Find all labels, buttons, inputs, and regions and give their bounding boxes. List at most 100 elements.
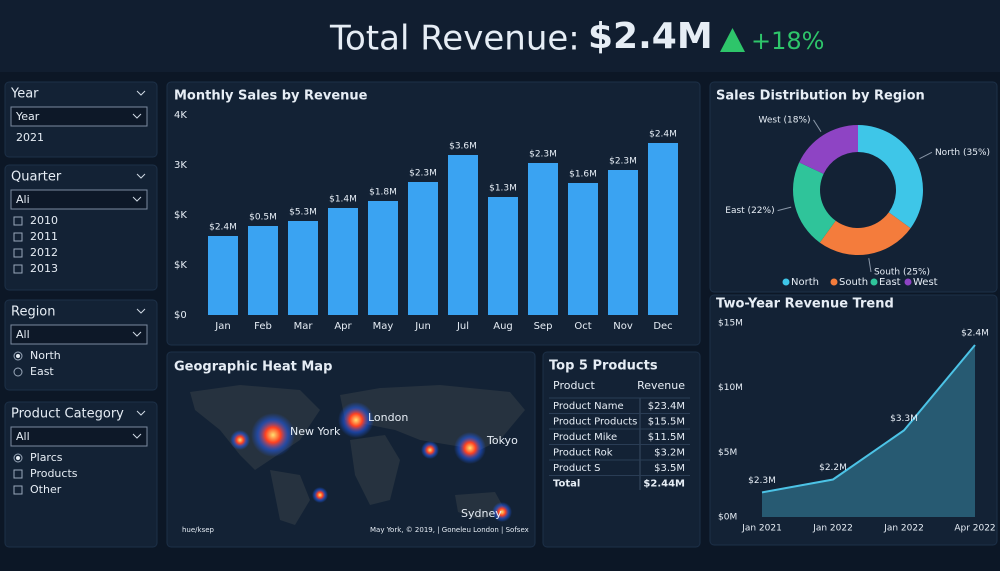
- area: [762, 344, 975, 517]
- bar: [328, 208, 358, 315]
- pie-slice: [858, 125, 923, 229]
- dropdown[interactable]: [10, 189, 148, 210]
- chevron: [136, 410, 146, 416]
- table-cell: $23.4M: [648, 401, 685, 412]
- x-tick-label: Apr 2022: [954, 524, 995, 534]
- x-tick-label: Apr: [334, 321, 352, 332]
- filter-option: North: [30, 349, 61, 362]
- table-cell: Total: [553, 479, 580, 490]
- bar: [408, 182, 438, 315]
- filter-option: 2011: [30, 230, 58, 243]
- checkbox[interactable]: [13, 216, 23, 226]
- point-annotation: $2.4M: [961, 328, 989, 338]
- radio-dot: [16, 456, 20, 460]
- table-title: Top 5 Products: [549, 359, 658, 374]
- filter-title: Product Category: [11, 407, 124, 422]
- panel: [4, 299, 158, 391]
- bar: [488, 197, 518, 315]
- bar: [288, 221, 318, 315]
- bar-annotation: $5.3M: [289, 208, 317, 218]
- pie-slice: [799, 125, 858, 174]
- heat-spot: [454, 432, 486, 464]
- x-tick-label: Feb: [254, 321, 272, 332]
- x-tick-label: Jun: [414, 321, 431, 332]
- city-label: Sydney: [461, 507, 502, 520]
- filter-option: East: [30, 365, 54, 378]
- dropdown-value: All: [16, 328, 30, 341]
- point-annotation: $2.3M: [748, 476, 776, 486]
- checkbox[interactable]: [13, 485, 23, 495]
- legend-swatch: [904, 278, 912, 286]
- map-footer: May York, © 2019, | Goneleu London | Sof…: [370, 526, 529, 534]
- x-tick-label: Dec: [653, 321, 672, 332]
- filter-option: Other: [30, 483, 62, 496]
- bar-annotation: $2.4M: [209, 223, 237, 233]
- pie-slice: [793, 162, 836, 243]
- heat-spot: [230, 430, 250, 450]
- bar: [208, 236, 238, 315]
- filter-option: 2013: [30, 262, 58, 275]
- dropdown-value: Year: [15, 110, 40, 123]
- bar-annotation: $3.6M: [449, 142, 477, 152]
- filter-title: Region: [11, 305, 56, 320]
- x-tick-label: Sep: [534, 321, 553, 332]
- x-tick-label: Jan 2022: [812, 524, 853, 534]
- x-tick-label: May: [373, 321, 394, 332]
- chevron: [132, 196, 142, 202]
- bar-annotation: $2.4M: [649, 130, 677, 140]
- slice-label: South (25%): [874, 267, 930, 277]
- radio[interactable]: [13, 351, 23, 361]
- filter-option: 2010: [30, 214, 58, 227]
- legend-swatch: [870, 278, 878, 286]
- table-cell: Product Mike: [553, 432, 617, 443]
- table-cell: $3.2M: [654, 448, 685, 459]
- dropdown[interactable]: [10, 106, 148, 127]
- checkbox[interactable]: [13, 469, 23, 479]
- header-change: +18%: [751, 27, 824, 55]
- filter-option: Plarcs: [30, 451, 63, 464]
- pie-slice: [819, 212, 911, 256]
- dropdown[interactable]: [10, 324, 148, 345]
- map-legend: hue/ksep: [182, 526, 215, 534]
- checkbox[interactable]: [13, 264, 23, 274]
- filter-option: Products: [30, 467, 78, 480]
- heat-spot: [421, 441, 439, 459]
- bar-annotation: $1.4M: [329, 195, 357, 205]
- bar: [248, 226, 278, 315]
- chart-title: Monthly Sales by Revenue: [174, 89, 368, 104]
- legend-swatch: [782, 278, 790, 286]
- table-cell: Product S: [553, 463, 601, 474]
- checkbox[interactable]: [13, 248, 23, 258]
- y-tick-label: 3K: [174, 160, 187, 171]
- radio[interactable]: [13, 453, 23, 463]
- header-bar: [0, 0, 1000, 72]
- line: [761, 344, 976, 494]
- dropdown[interactable]: [10, 426, 148, 447]
- legend-label: North: [791, 277, 819, 288]
- chevron: [136, 90, 146, 96]
- table-cell: $2.44M: [643, 479, 685, 490]
- chevron: [132, 113, 142, 119]
- x-tick-label: Jan 2021: [741, 524, 782, 534]
- table-cell: Product Name: [553, 401, 624, 412]
- bar: [368, 201, 398, 315]
- bar-annotation: $2.3M: [609, 157, 637, 167]
- point-annotation: $3.3M: [890, 414, 918, 424]
- chevron: [132, 433, 142, 439]
- heat-spot: [492, 502, 512, 522]
- point-annotation: $2.2M: [819, 463, 847, 473]
- panel: [542, 351, 701, 548]
- radio[interactable]: [13, 367, 23, 377]
- bar-annotation: $2.3M: [409, 169, 437, 179]
- bar: [448, 155, 478, 315]
- chevron: [136, 308, 146, 314]
- checkbox[interactable]: [13, 232, 23, 242]
- panel: [709, 294, 998, 546]
- leader: [777, 206, 792, 212]
- legend-swatch: [830, 278, 838, 286]
- table-header: Product: [553, 379, 595, 392]
- leader: [813, 119, 822, 133]
- slice-label: West (18%): [759, 115, 811, 125]
- bar-annotation: $1.8M: [369, 188, 397, 198]
- dropdown-value: Ali: [16, 193, 30, 206]
